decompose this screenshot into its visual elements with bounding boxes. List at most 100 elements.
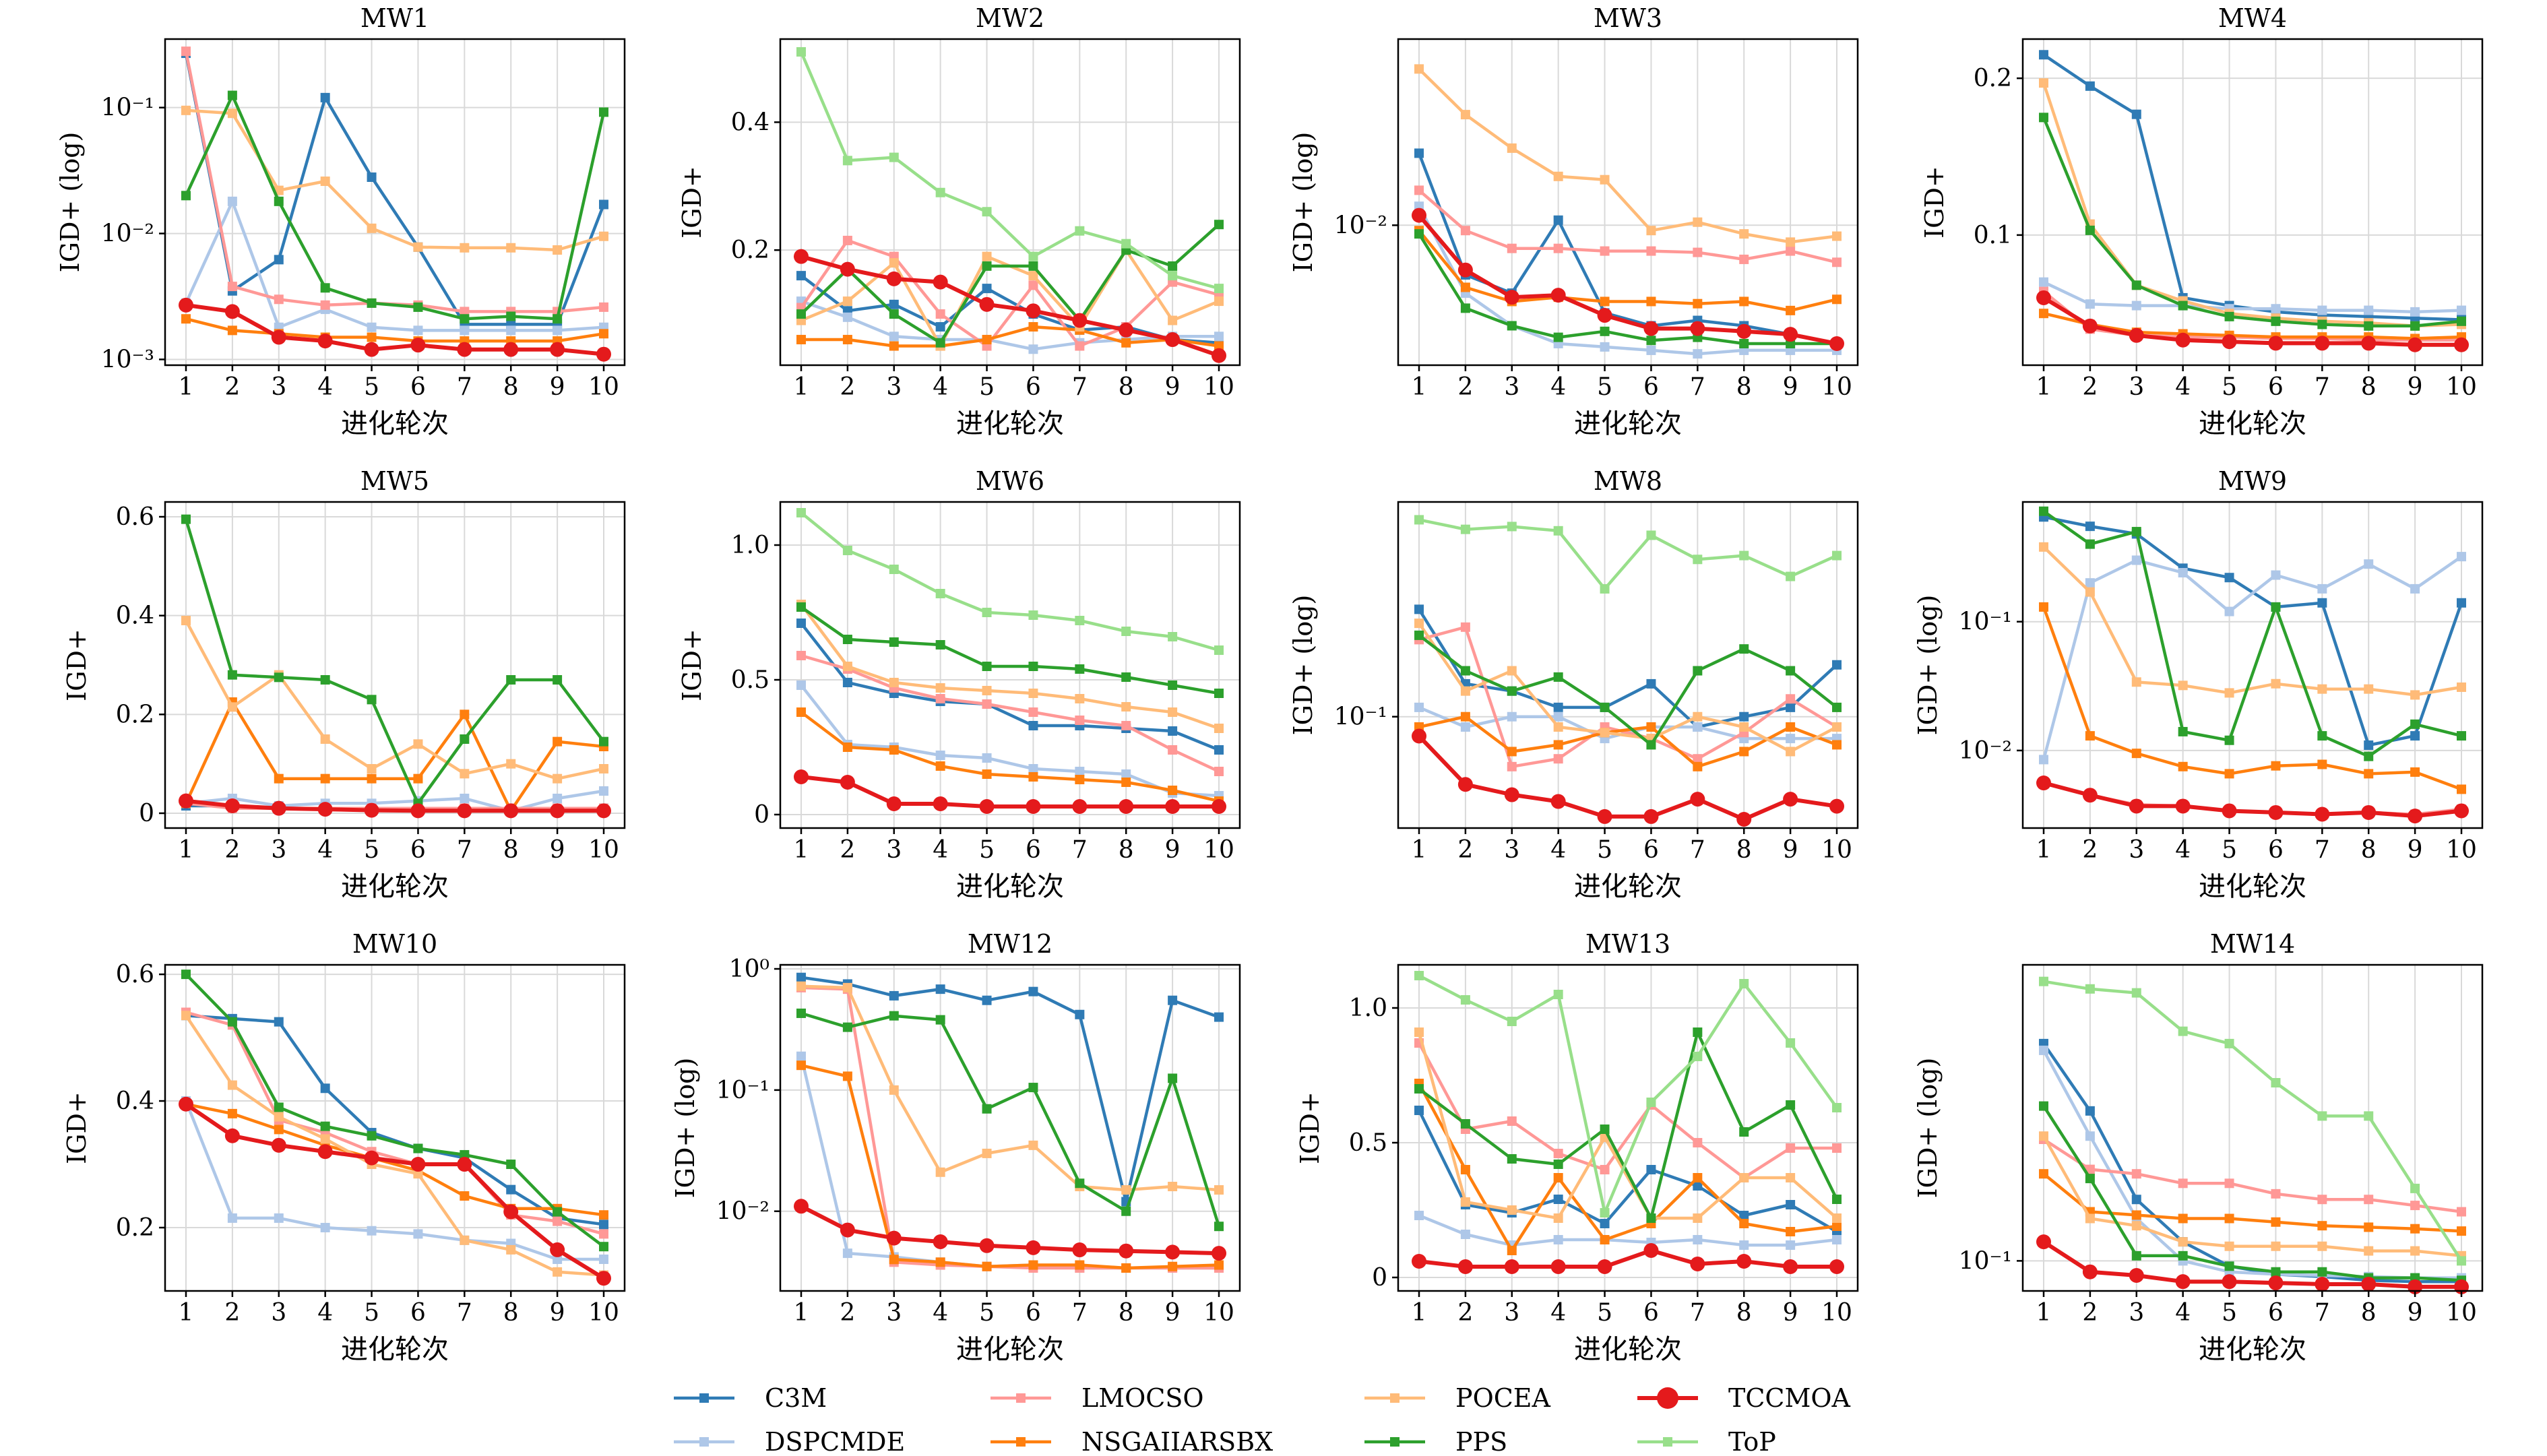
chart-mw13-series-line-tccmoa — [1418, 1248, 1837, 1269]
chart-mw13-point-top — [1646, 1098, 1656, 1107]
chart-mw6-series-line-pocea — [800, 603, 1220, 730]
chart-mw8-series-line-lmocso — [1418, 625, 1838, 769]
chart-mw14-series-lmocso — [2039, 1134, 2466, 1217]
chart-mw1-point-nsgaiiarsbx — [367, 332, 377, 342]
chart-mw3-point-lmocso — [1460, 226, 1470, 236]
chart-mw5-point-pocea — [506, 759, 516, 769]
chart-mw12-series-line-nsgaiiarsbx — [800, 1064, 1220, 1270]
chart-mw13-point-nsgaiiarsbx — [1553, 1173, 1563, 1182]
chart-mw6-point-top — [1121, 627, 1131, 636]
chart-mw6-point-top — [935, 589, 945, 598]
chart-mw3-series-line-dspcmde — [1418, 205, 1837, 356]
chart-mw2-point-lmocso — [1028, 280, 1038, 290]
legend-label: TCCMOA — [1728, 1383, 1851, 1413]
chart-mw6-point-lmocso — [1168, 745, 1178, 755]
chart-mw2-y-tick-label: 0.2 — [731, 236, 769, 264]
chart-mw8-point-tccmoa — [1457, 777, 1473, 792]
chart-mw13-x-tick-label: 5 — [1597, 1299, 1612, 1327]
chart-mw3-point-pps — [1553, 332, 1563, 342]
chart-mw5-x-tick-label: 6 — [410, 836, 426, 864]
chart-mw2-point-tccmoa — [1026, 303, 1041, 319]
chart-mw8-point-pocea — [1460, 686, 1470, 696]
chart-mw6-series-line-nsgaiiarsbx — [800, 711, 1220, 803]
chart-mw8-y-tick-label: 10⁻¹ — [1334, 703, 1387, 731]
chart-mw5-point-pps — [553, 675, 563, 685]
chart-mw9-point-nsgaiiarsbx — [2410, 767, 2420, 777]
chart-mw12-series-line-tccmoa — [800, 1204, 1220, 1256]
chart-mw14-point-nsgaiiarsbx — [2039, 1169, 2048, 1179]
chart-mw12-point-nsgaiiarsbx — [935, 1257, 945, 1267]
chart-mw6-x-tick-label: 4 — [933, 836, 948, 864]
legend-item-top: ToP — [1637, 1427, 1776, 1456]
chart-mw12-point-nsgaiiarsbx — [1075, 1260, 1085, 1270]
chart-mw3-title: MW3 — [1594, 3, 1662, 33]
chart-mw8-point-dspcmde — [1786, 734, 1796, 744]
chart-mw9-series-line-dspcmde — [2042, 555, 2463, 760]
chart-mw4-series-line-nsgaiiarsbx — [2043, 312, 2462, 340]
chart-mw12-point-pocea — [1214, 1185, 1224, 1195]
chart-mw9-point-c3m — [2364, 740, 2374, 750]
chart-mw5-series-nsgaiiarsbx — [181, 697, 608, 816]
chart-mw5-y-tick-label: 0.2 — [116, 701, 154, 728]
chart-mw9-point-pocea — [2410, 690, 2420, 700]
legend-swatch-marker — [1657, 1387, 1678, 1409]
chart-mw13-point-c3m — [1739, 1211, 1749, 1220]
chart-mw5-point-pocea — [320, 734, 330, 744]
chart-mw4-x-tick-label: 4 — [2175, 373, 2191, 401]
chart-mw14-x-tick-label: 4 — [2175, 1299, 2191, 1327]
chart-mw14-point-pocea — [2224, 1241, 2234, 1251]
chart-mw5-point-tccmoa — [179, 793, 193, 809]
chart-mw1-x-tick-label: 6 — [410, 373, 426, 401]
chart-mw8-series-tccmoa — [1412, 728, 1844, 827]
chart-mw14-point-top — [2410, 1183, 2420, 1193]
chart-mw3-point-pocea — [1832, 231, 1842, 241]
chart-mw14-point-pps — [2131, 1251, 2141, 1261]
chart-mw5-point-tccmoa — [224, 798, 240, 813]
chart-mw2-point-pocea — [889, 258, 899, 268]
chart-mw5-y-tick-label: 0 — [139, 800, 154, 827]
chart-mw14-point-lmocso — [2178, 1178, 2188, 1189]
chart-mw10-point-pps — [506, 1160, 516, 1170]
chart-mw3-point-tccmoa — [1690, 321, 1705, 336]
chart-mw6-x-tick-label: 6 — [1026, 836, 1041, 864]
chart-mw8-point-c3m — [1414, 604, 1424, 614]
legend-label: NSGAIIARSBX — [1081, 1427, 1273, 1456]
chart-mw8-point-pocea — [1739, 722, 1749, 732]
chart-mw9-x-tick-label: 8 — [2361, 836, 2377, 864]
chart-mw3-y-axis-label: IGD+ (log) — [1288, 132, 1318, 273]
chart-mw8-point-dspcmde — [1414, 702, 1424, 712]
chart-mw13-point-pocea — [1832, 1213, 1842, 1223]
chart-mw13-x-tick-label: 2 — [1457, 1299, 1473, 1327]
chart-mw5-y-axis-label: IGD+ — [62, 629, 92, 701]
chart-mw1-x-tick-label: 2 — [224, 373, 240, 401]
chart-mw1-point-pps — [227, 90, 237, 100]
chart-mw14-series-line-pocea — [2042, 1135, 2462, 1258]
chart-mw8-point-top — [1693, 555, 1703, 565]
chart-mw8-point-lmocso — [1693, 754, 1703, 764]
chart-mw6-point-nsgaiiarsbx — [796, 707, 806, 717]
chart-mw1-point-tccmoa — [550, 342, 565, 357]
chart-mw14-point-lmocso — [2457, 1207, 2466, 1217]
chart-mw1-x-tick-label: 10 — [588, 373, 619, 401]
chart-mw3-x-tick-label: 5 — [1597, 373, 1612, 401]
chart-mw8: 1 2 3 4 5 6 7 8 9 10 进化轮次 10⁻¹ IGD+ (log) MW8 — [1288, 466, 1859, 902]
chart-mw4-point-dspcmde — [2039, 277, 2048, 287]
chart-mw3-point-tccmoa — [1643, 321, 1659, 336]
legend-item-lmocso: LMOCSO — [991, 1383, 1204, 1413]
legend-item-pps: PPS — [1364, 1427, 1507, 1456]
chart-mw9-point-tccmoa — [2222, 803, 2237, 819]
chart-mw6-point-tccmoa — [1119, 799, 1134, 814]
chart-mw6-y-tick-label: 0 — [754, 801, 769, 829]
chart-mw3-x-tick-label: 7 — [1690, 373, 1705, 401]
chart-mw10-point-tccmoa — [550, 1242, 565, 1257]
chart-mw2-point-c3m — [796, 271, 806, 281]
chart-mw12-series-line-pocea — [800, 984, 1220, 1192]
chart-mw1-point-tccmoa — [317, 334, 333, 349]
chart-mw1-point-pps — [599, 107, 608, 117]
chart-mw14-point-top — [2039, 976, 2048, 986]
chart-mw14-point-pps — [2224, 1261, 2234, 1271]
chart-mw3-point-pps — [1460, 303, 1470, 313]
chart-mw13-point-c3m — [1600, 1219, 1610, 1228]
chart-mw14-x-tick-label: 6 — [2268, 1299, 2284, 1327]
chart-mw3-series-line-pps — [1418, 232, 1837, 346]
